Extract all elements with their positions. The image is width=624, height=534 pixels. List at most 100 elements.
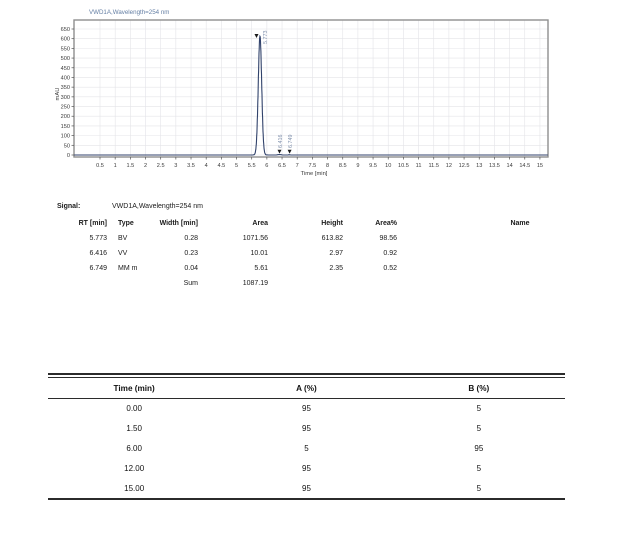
gradient-cell: 5 — [304, 444, 309, 453]
svg-text:100: 100 — [61, 134, 70, 140]
peak-table-cell: Name — [510, 220, 530, 227]
svg-text:10.5: 10.5 — [398, 163, 409, 169]
gradient-cell: 5 — [476, 404, 482, 414]
svg-text:0.5: 0.5 — [96, 163, 104, 169]
peak-table-cell: RT [min] — [78, 220, 107, 227]
svg-text:550: 550 — [61, 46, 70, 52]
gradient-table-wrap: Time (min) A (%) B (%) 0.00 95 5 1.50 95 5 6.00 5 9… — [48, 373, 565, 500]
peak-table-cell: Area — [252, 220, 268, 227]
gradient-table-row: 15.00 95 5 — [48, 479, 565, 499]
peak-table-cell: 613.82 — [321, 235, 343, 242]
svg-text:150: 150 — [61, 124, 70, 130]
peak-table-cell: 5.773 — [89, 235, 107, 242]
peak-table-row: 6.749 MM m 0.04 5.61 2.35 0.52 — [0, 263, 624, 276]
svg-text:8: 8 — [326, 163, 329, 169]
peak-table-cell: 1071.56 — [242, 235, 268, 242]
gradient-cell: 1.50 — [126, 424, 142, 433]
svg-text:6: 6 — [265, 163, 268, 169]
gradient-cell: 95 — [302, 404, 311, 414]
peak-table-cell: 2.35 — [329, 265, 343, 272]
chromatogram-canvas: 0.5 1 1.5 2 2.5 3 3.5 4 4.5 5 5.5 6 6.5 7 7.5 8 8.5 9 9.5 1… — [61, 19, 549, 169]
svg-text:15: 15 — [537, 163, 543, 169]
peak-table-cell: 0.04 — [184, 265, 198, 272]
svg-text:2.5: 2.5 — [157, 163, 165, 169]
svg-text:650: 650 — [61, 27, 70, 33]
gradient-cell: 95 — [302, 464, 311, 473]
svg-text:6.749: 6.749 — [288, 135, 294, 149]
svg-text:6.5: 6.5 — [278, 163, 286, 169]
chromatogram-plot: VWD1A,Wavelength=254 nm 0.5 1 1.5 2 2.5 3 3.5 4… — [55, 9, 549, 177]
peak-table-row: 6.416 VV 0.23 10.01 2.97 0.92 — [0, 248, 624, 261]
gradient-cell: 95 — [302, 483, 311, 493]
svg-text:5.5: 5.5 — [248, 163, 256, 169]
svg-text:10: 10 — [385, 163, 391, 169]
peak-table-cell: 0.28 — [184, 235, 198, 242]
gradient-table-row: 0.00 95 5 — [48, 399, 565, 419]
peak-table-cell: 2.97 — [329, 250, 343, 257]
svg-text:6.416: 6.416 — [278, 135, 284, 149]
peak-table-cell: 0.92 — [383, 250, 397, 257]
peak-table-cell: MM m — [118, 265, 138, 272]
peak-table-cell: 0.23 — [184, 250, 198, 257]
gradient-cell: 95 — [474, 444, 484, 453]
svg-text:5: 5 — [235, 163, 238, 169]
svg-text:1.5: 1.5 — [126, 163, 134, 169]
y-axis-label: mAU — [55, 88, 61, 101]
gradient-cell: 5 — [476, 483, 482, 493]
peak-table-cell: Height — [321, 220, 343, 227]
peak-table-cell: Sum — [183, 280, 198, 287]
peak-table-cell: Area% — [375, 220, 397, 227]
svg-text:13.5: 13.5 — [489, 163, 500, 169]
signal-value: VWD1A,Wavelength=254 nm — [112, 203, 203, 210]
gradient-table-row: 12.00 95 5 — [48, 459, 565, 479]
svg-text:50: 50 — [64, 143, 70, 149]
gradient-col-header: B (%) — [392, 377, 565, 399]
svg-text:400: 400 — [61, 75, 70, 81]
peak-table-cell: 6.416 — [89, 250, 107, 257]
svg-text:9: 9 — [356, 163, 359, 169]
gradient-cell: 5 — [476, 424, 482, 433]
gradient-cell: 0.00 — [126, 404, 142, 414]
svg-text:2: 2 — [144, 163, 147, 169]
svg-text:12.5: 12.5 — [459, 163, 470, 169]
gradient-col-header: A (%) — [220, 377, 393, 399]
peak-table-row: 5.773 BV 0.28 1071.56 613.82 98.56 — [0, 233, 624, 246]
svg-text:450: 450 — [61, 66, 70, 72]
signal-line: Signal: VWD1A,Wavelength=254 nm — [0, 203, 624, 215]
gradient-table-header: Time (min) A (%) B (%) — [48, 377, 565, 399]
svg-text:11: 11 — [416, 163, 422, 169]
svg-text:350: 350 — [61, 85, 70, 91]
peak-table-cell: 5.61 — [254, 265, 268, 272]
svg-text:5.773: 5.773 — [263, 31, 269, 45]
signal-label: Signal: — [57, 203, 81, 210]
svg-text:9.5: 9.5 — [369, 163, 377, 169]
gradient-cell: 95 — [302, 424, 311, 433]
chromatogram-title: VWD1A,Wavelength=254 nm — [89, 9, 169, 16]
svg-text:4: 4 — [205, 163, 208, 169]
svg-text:12: 12 — [446, 163, 452, 169]
peak-table-cell: 1087.19 — [242, 280, 268, 287]
peak-table-cell: Type — [118, 220, 134, 227]
svg-text:3.5: 3.5 — [187, 163, 195, 169]
peak-table-cell: 6.749 — [89, 265, 107, 272]
svg-text:8.5: 8.5 — [339, 163, 347, 169]
gradient-cell: 5 — [476, 464, 482, 473]
svg-text:3: 3 — [174, 163, 177, 169]
gradient-cell: 15.00 — [124, 483, 145, 493]
gradient-table-row: 6.00 5 95 — [48, 439, 565, 459]
x-axis-label: Time [min] — [301, 171, 328, 177]
svg-text:250: 250 — [61, 105, 70, 111]
svg-text:600: 600 — [61, 37, 70, 43]
svg-text:200: 200 — [61, 114, 70, 120]
gradient-cell: 12.00 — [124, 464, 145, 473]
gradient-table-row: 1.50 95 5 — [48, 419, 565, 439]
peak-table-cell: 10.01 — [250, 250, 268, 257]
svg-text:0: 0 — [67, 153, 70, 159]
svg-text:11.5: 11.5 — [428, 163, 438, 169]
svg-text:14.5: 14.5 — [519, 163, 530, 169]
peak-table-cell: BV — [118, 235, 128, 242]
svg-text:300: 300 — [61, 95, 70, 101]
gradient-table: Time (min) A (%) B (%) 0.00 95 5 1.50 95 5 6.00 5 9… — [48, 377, 565, 500]
svg-text:14: 14 — [506, 163, 512, 169]
